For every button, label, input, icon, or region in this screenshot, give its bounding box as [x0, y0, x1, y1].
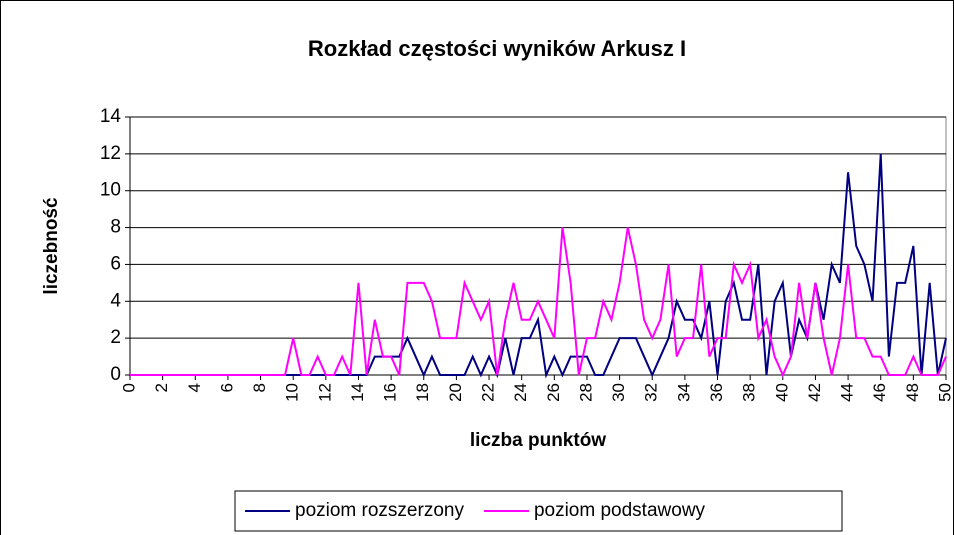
x-tick-label: 46: [870, 383, 889, 402]
x-tick-label: 24: [511, 383, 530, 402]
x-tick-label: 0: [119, 383, 138, 392]
x-tick-label: 42: [805, 383, 824, 402]
x-tick-label: 6: [217, 383, 236, 392]
x-tick-label: 36: [707, 383, 726, 402]
x-tick-label: 30: [609, 383, 628, 402]
x-tick-label: 50: [935, 383, 954, 402]
x-tick-label: 18: [413, 383, 432, 402]
y-tick-label: 4: [110, 290, 121, 311]
y-tick-label: 2: [110, 327, 121, 348]
legend-box: [234, 490, 843, 532]
y-tick-label: 8: [110, 217, 121, 238]
y-axis-title: liczebność: [41, 197, 62, 295]
y-tick-label: 14: [100, 106, 122, 127]
x-tick-label: 48: [903, 383, 922, 402]
x-tick-label: 8: [250, 383, 269, 392]
x-tick-label: 26: [544, 383, 563, 402]
plot-area: [129, 116, 947, 376]
x-tick-label: 12: [315, 383, 334, 402]
y-tick-label: 12: [100, 143, 121, 164]
x-tick-label: 10: [283, 383, 302, 402]
x-tick-label: 20: [446, 383, 465, 402]
y-tick-label: 6: [110, 253, 121, 274]
x-tick-label: 44: [838, 383, 857, 402]
chart-title: Rozkład częstości wyników Arkusz I: [308, 36, 686, 61]
legend-label: poziom podstawowy: [534, 500, 706, 521]
x-tick-label: 34: [674, 383, 693, 402]
x-tick-label: 4: [185, 383, 204, 392]
x-tick-label: 28: [576, 383, 595, 402]
y-tick-label: 0: [110, 364, 121, 385]
series-line: [130, 227, 947, 378]
x-tick-label: 40: [772, 383, 791, 402]
x-tick-label: 32: [642, 383, 661, 402]
legend-label: poziom rozszerzony: [295, 500, 464, 521]
x-axis-title: liczba punktów: [470, 430, 606, 451]
x-tick-label: 14: [348, 383, 367, 402]
y-tick-label: 10: [100, 180, 121, 201]
x-tick-label: 38: [740, 383, 759, 402]
x-tick-label: 22: [479, 383, 498, 402]
x-tick-label: 16: [381, 383, 400, 402]
x-tick-label: 2: [152, 383, 171, 392]
